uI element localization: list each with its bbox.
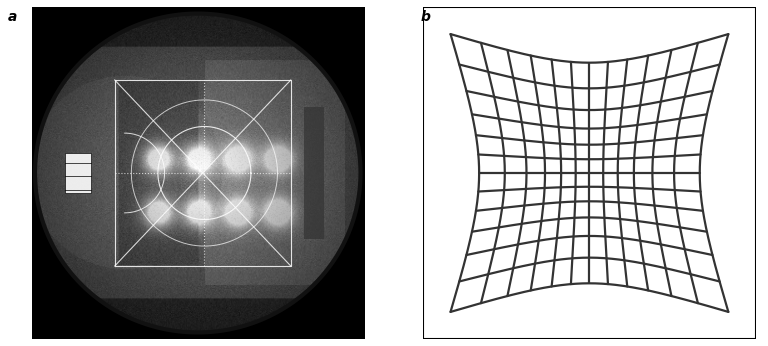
Bar [65, 153, 91, 193]
Text: a: a [8, 10, 17, 24]
Bar [304, 107, 324, 239]
Text: b: b [420, 10, 430, 24]
